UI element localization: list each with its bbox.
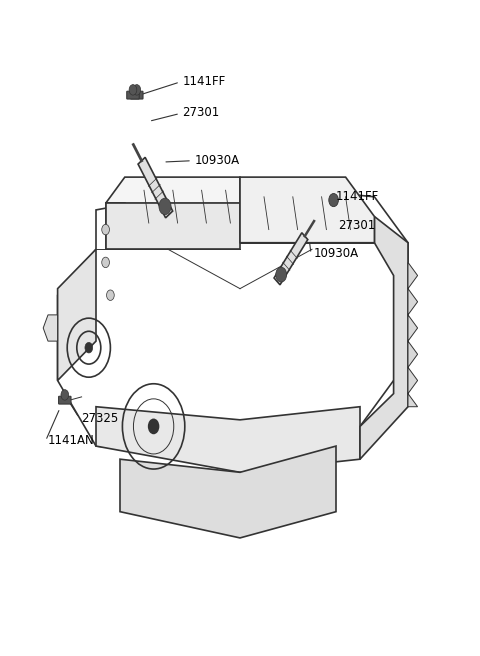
Circle shape bbox=[329, 194, 338, 207]
Polygon shape bbox=[43, 315, 58, 341]
Circle shape bbox=[159, 198, 171, 215]
Polygon shape bbox=[106, 203, 240, 249]
Circle shape bbox=[133, 85, 141, 95]
Text: 1141FF: 1141FF bbox=[182, 75, 226, 88]
Polygon shape bbox=[138, 157, 173, 218]
Polygon shape bbox=[360, 216, 408, 459]
Text: 27301: 27301 bbox=[182, 106, 220, 119]
Polygon shape bbox=[106, 177, 240, 203]
Polygon shape bbox=[274, 233, 308, 285]
FancyBboxPatch shape bbox=[59, 396, 71, 404]
Polygon shape bbox=[120, 446, 336, 538]
Text: 1141FF: 1141FF bbox=[336, 190, 379, 203]
Text: 1141AN: 1141AN bbox=[48, 434, 95, 447]
Polygon shape bbox=[106, 203, 125, 249]
Text: 10930A: 10930A bbox=[194, 154, 240, 167]
Circle shape bbox=[276, 267, 287, 282]
Polygon shape bbox=[240, 177, 374, 243]
Circle shape bbox=[61, 390, 69, 400]
Polygon shape bbox=[58, 249, 96, 380]
Text: 27325: 27325 bbox=[82, 412, 119, 425]
Circle shape bbox=[102, 257, 109, 268]
Circle shape bbox=[102, 224, 109, 235]
Text: 10930A: 10930A bbox=[313, 247, 359, 260]
Text: 27301: 27301 bbox=[338, 219, 376, 232]
Polygon shape bbox=[408, 262, 418, 407]
Circle shape bbox=[85, 342, 93, 353]
FancyBboxPatch shape bbox=[131, 91, 143, 99]
Circle shape bbox=[129, 85, 137, 95]
Polygon shape bbox=[96, 407, 360, 472]
Circle shape bbox=[107, 290, 114, 300]
FancyBboxPatch shape bbox=[127, 91, 139, 99]
Circle shape bbox=[148, 419, 159, 434]
